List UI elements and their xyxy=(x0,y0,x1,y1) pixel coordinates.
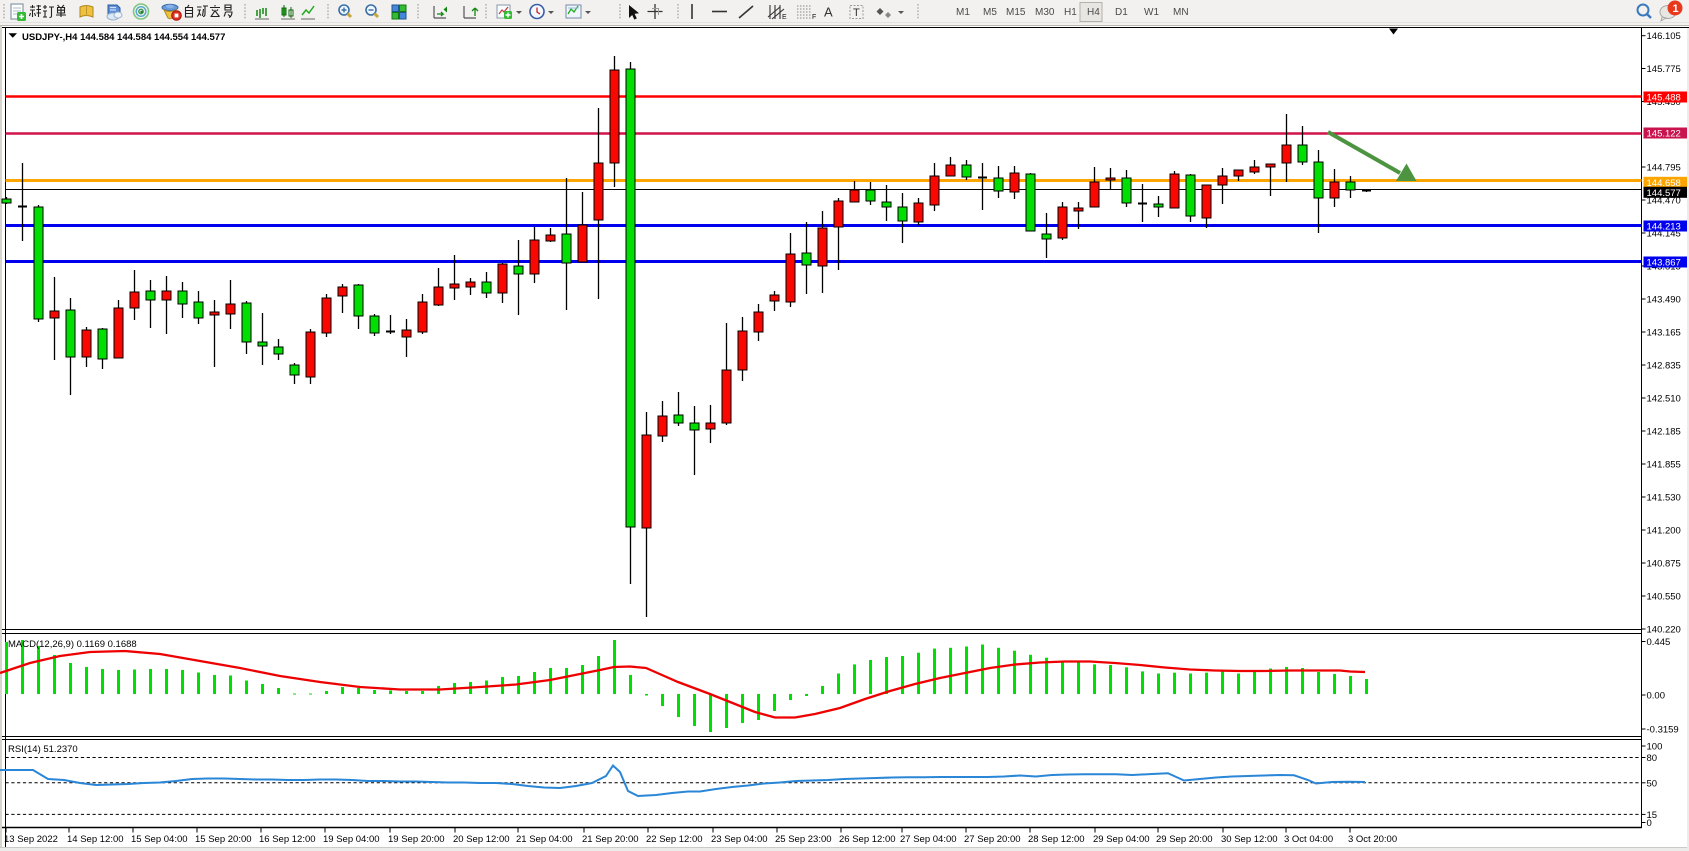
svg-text:144.795: 144.795 xyxy=(1647,163,1681,174)
svg-text:M5: M5 xyxy=(983,7,997,18)
svg-text:A: A xyxy=(824,5,833,20)
svg-text:27 Sep 04:00: 27 Sep 04:00 xyxy=(900,834,957,845)
svg-text:D1: D1 xyxy=(1115,7,1128,18)
svg-text:0: 0 xyxy=(1647,818,1652,829)
svg-text:145.488: 145.488 xyxy=(1647,93,1681,104)
svg-text:145.775: 145.775 xyxy=(1647,64,1681,75)
svg-text:21 Sep 20:00: 21 Sep 20:00 xyxy=(582,834,639,845)
svg-text:142.185: 142.185 xyxy=(1647,427,1681,438)
svg-text:144.577: 144.577 xyxy=(1647,188,1681,199)
svg-text:T: T xyxy=(853,7,860,19)
svg-text:144.470: 144.470 xyxy=(1647,196,1681,207)
svg-text:RSI(14) 51.2370: RSI(14) 51.2370 xyxy=(8,744,78,755)
svg-text:22 Sep 12:00: 22 Sep 12:00 xyxy=(646,834,703,845)
svg-text:28 Sep 12:00: 28 Sep 12:00 xyxy=(1028,834,1085,845)
svg-text:144.658: 144.658 xyxy=(1647,178,1681,189)
svg-text:21 Sep 04:00: 21 Sep 04:00 xyxy=(516,834,573,845)
svg-text:50: 50 xyxy=(1647,778,1658,789)
svg-text:-0.3159: -0.3159 xyxy=(1647,725,1679,736)
svg-text:MACD(12,26,9) 0.1169 0.1688: MACD(12,26,9) 0.1169 0.1688 xyxy=(8,639,137,650)
svg-text:19 Sep 20:00: 19 Sep 20:00 xyxy=(388,834,445,845)
svg-text:145.122: 145.122 xyxy=(1647,129,1681,140)
svg-text:M1: M1 xyxy=(956,7,970,18)
svg-text:143.165: 143.165 xyxy=(1647,328,1681,339)
svg-text:80: 80 xyxy=(1647,753,1658,764)
svg-text:140.875: 140.875 xyxy=(1647,559,1681,570)
svg-text:144.145: 144.145 xyxy=(1647,229,1681,240)
svg-text:140.550: 140.550 xyxy=(1647,592,1681,603)
svg-text:141.530: 141.530 xyxy=(1647,493,1681,504)
svg-text:3 Oct 20:00: 3 Oct 20:00 xyxy=(1348,834,1397,845)
svg-text:USDJPY-,H4 144.584 144.584 14: USDJPY-,H4 144.584 144.584 144.554 144.5… xyxy=(22,32,225,43)
svg-text:29 Sep 20:00: 29 Sep 20:00 xyxy=(1156,834,1213,845)
svg-text:30 Sep 12:00: 30 Sep 12:00 xyxy=(1221,834,1278,845)
svg-text:143.490: 143.490 xyxy=(1647,295,1681,306)
svg-text:1: 1 xyxy=(1673,3,1679,15)
svg-text:26 Sep 12:00: 26 Sep 12:00 xyxy=(839,834,896,845)
svg-text:H4: H4 xyxy=(1087,7,1100,18)
svg-text:142.835: 142.835 xyxy=(1647,361,1681,372)
svg-text:W1: W1 xyxy=(1144,7,1159,18)
svg-text:141.200: 141.200 xyxy=(1647,526,1681,537)
svg-text:19 Sep 04:00: 19 Sep 04:00 xyxy=(323,834,380,845)
svg-text:14 Sep 12:00: 14 Sep 12:00 xyxy=(67,834,124,845)
svg-text:E: E xyxy=(782,14,787,21)
svg-text:27 Sep 20:00: 27 Sep 20:00 xyxy=(964,834,1021,845)
svg-text:143.867: 143.867 xyxy=(1647,258,1681,269)
svg-text:MN: MN xyxy=(1173,7,1189,18)
svg-text:F: F xyxy=(812,14,816,21)
svg-text:29 Sep 04:00: 29 Sep 04:00 xyxy=(1093,834,1150,845)
svg-text:25 Sep 23:00: 25 Sep 23:00 xyxy=(775,834,832,845)
svg-text:M30: M30 xyxy=(1035,7,1055,18)
svg-text:20 Sep 12:00: 20 Sep 12:00 xyxy=(453,834,510,845)
svg-text:16 Sep 12:00: 16 Sep 12:00 xyxy=(259,834,316,845)
svg-text:142.510: 142.510 xyxy=(1647,394,1681,405)
svg-text:100: 100 xyxy=(1647,742,1663,753)
svg-text:146.105: 146.105 xyxy=(1647,31,1681,42)
svg-text:M15: M15 xyxy=(1006,7,1026,18)
svg-text:H1: H1 xyxy=(1064,7,1077,18)
svg-text:15: 15 xyxy=(1647,810,1658,821)
svg-text:140.220: 140.220 xyxy=(1647,625,1681,636)
svg-text:0.00: 0.00 xyxy=(1647,691,1666,702)
svg-text:3 Oct 04:00: 3 Oct 04:00 xyxy=(1284,834,1333,845)
svg-text:0.445: 0.445 xyxy=(1647,637,1671,648)
svg-text:144.213: 144.213 xyxy=(1647,222,1681,233)
svg-text:15 Sep 04:00: 15 Sep 04:00 xyxy=(131,834,188,845)
svg-text:15 Sep 20:00: 15 Sep 20:00 xyxy=(195,834,252,845)
svg-text:23 Sep 04:00: 23 Sep 04:00 xyxy=(711,834,768,845)
svg-text:141.855: 141.855 xyxy=(1647,460,1681,471)
svg-text:13 Sep 2022: 13 Sep 2022 xyxy=(4,834,58,845)
